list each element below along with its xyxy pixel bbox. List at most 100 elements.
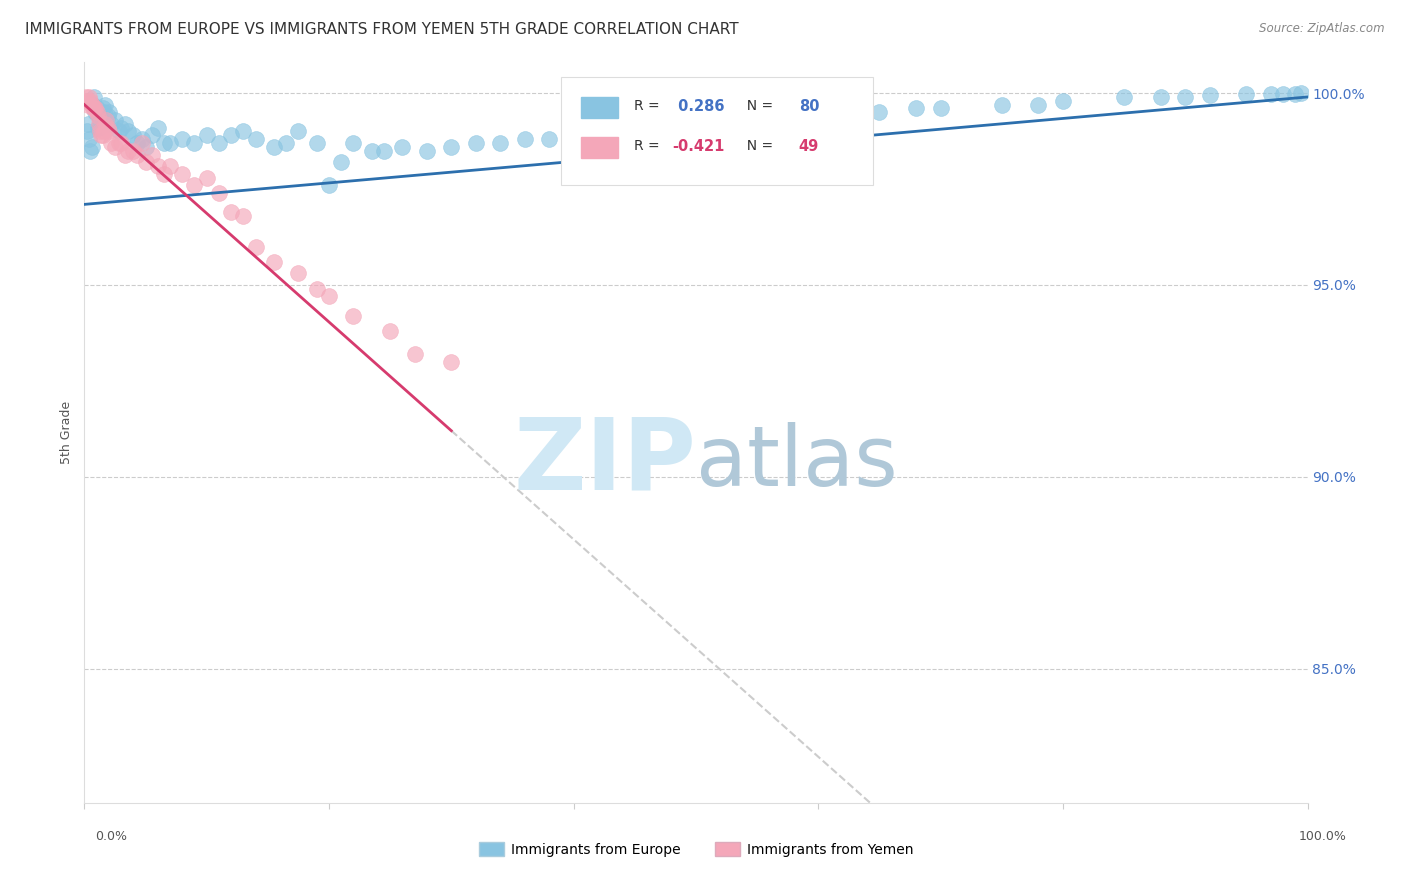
Point: [1284, 87, 1306, 101]
Point: [94, 117, 117, 131]
Point: [869, 105, 891, 120]
Point: [83, 102, 105, 116]
Text: 49: 49: [799, 138, 818, 153]
FancyBboxPatch shape: [581, 97, 619, 118]
Text: 0.286: 0.286: [672, 99, 724, 113]
Text: 0.0%: 0.0%: [96, 830, 128, 843]
Point: [97, 105, 120, 120]
Point: [86, 102, 108, 116]
Point: [122, 144, 145, 158]
Point: [90, 128, 112, 143]
Point: [107, 124, 129, 138]
Point: [159, 136, 181, 150]
Point: [342, 309, 364, 323]
Point: [245, 132, 267, 146]
Point: [141, 147, 163, 161]
Point: [97, 124, 120, 138]
Point: [263, 140, 285, 154]
Point: [153, 136, 176, 150]
Point: [661, 120, 683, 135]
Point: [91, 102, 114, 116]
Point: [612, 124, 634, 138]
Point: [330, 155, 353, 169]
Point: [77, 90, 100, 104]
Point: [1114, 90, 1136, 104]
Point: [87, 120, 110, 135]
Point: [991, 97, 1014, 112]
Point: [125, 147, 148, 161]
Point: [77, 97, 100, 112]
Y-axis label: 5th Grade: 5th Grade: [60, 401, 73, 464]
Point: [94, 97, 117, 112]
Point: [122, 128, 145, 143]
FancyBboxPatch shape: [561, 78, 873, 185]
Text: R =: R =: [634, 139, 664, 153]
Point: [1174, 90, 1197, 104]
Point: [117, 124, 139, 138]
Point: [97, 120, 120, 135]
Point: [80, 97, 103, 112]
Point: [135, 140, 157, 154]
Point: [208, 136, 231, 150]
Point: [513, 132, 536, 146]
Point: [110, 136, 132, 150]
Point: [79, 144, 101, 158]
Point: [93, 124, 115, 138]
Point: [146, 159, 169, 173]
Text: N =: N =: [738, 139, 778, 153]
Text: 80: 80: [799, 99, 820, 113]
Point: [318, 178, 340, 193]
Point: [107, 136, 129, 150]
Text: N =: N =: [738, 99, 778, 113]
Point: [96, 113, 118, 128]
Point: [905, 102, 928, 116]
Point: [440, 354, 463, 368]
Point: [82, 102, 104, 116]
Point: [79, 94, 101, 108]
Point: [208, 186, 231, 200]
Legend: Immigrants from Europe, Immigrants from Yemen: Immigrants from Europe, Immigrants from …: [472, 837, 920, 863]
Point: [636, 124, 658, 138]
Point: [1198, 88, 1220, 103]
Point: [219, 205, 242, 219]
Point: [464, 136, 486, 150]
Point: [263, 255, 285, 269]
Point: [77, 132, 100, 146]
Text: R =: R =: [634, 99, 664, 113]
Point: [114, 147, 136, 161]
Point: [75, 90, 97, 104]
Point: [100, 136, 122, 150]
Point: [1236, 87, 1258, 101]
Point: [82, 97, 104, 112]
Point: [100, 117, 122, 131]
Point: [807, 109, 830, 123]
Point: [562, 128, 585, 143]
Point: [87, 109, 110, 123]
Point: [146, 120, 169, 135]
Point: [87, 117, 110, 131]
Point: [380, 324, 402, 338]
Point: [159, 159, 181, 173]
Point: [114, 117, 136, 131]
Point: [586, 128, 609, 143]
Text: -0.421: -0.421: [672, 138, 725, 153]
Point: [538, 132, 561, 146]
Point: [77, 117, 100, 131]
Point: [783, 113, 806, 128]
Point: [83, 90, 105, 104]
Point: [489, 136, 512, 150]
Point: [373, 144, 395, 158]
Point: [76, 94, 98, 108]
Point: [76, 124, 98, 138]
Point: [287, 124, 309, 138]
Point: [1291, 86, 1313, 100]
Point: [87, 109, 110, 123]
Point: [104, 140, 127, 154]
Point: [1272, 87, 1295, 101]
Point: [96, 117, 118, 131]
Point: [305, 282, 328, 296]
Point: [125, 136, 148, 150]
Point: [172, 167, 194, 181]
Point: [440, 140, 463, 154]
Point: [219, 128, 242, 143]
